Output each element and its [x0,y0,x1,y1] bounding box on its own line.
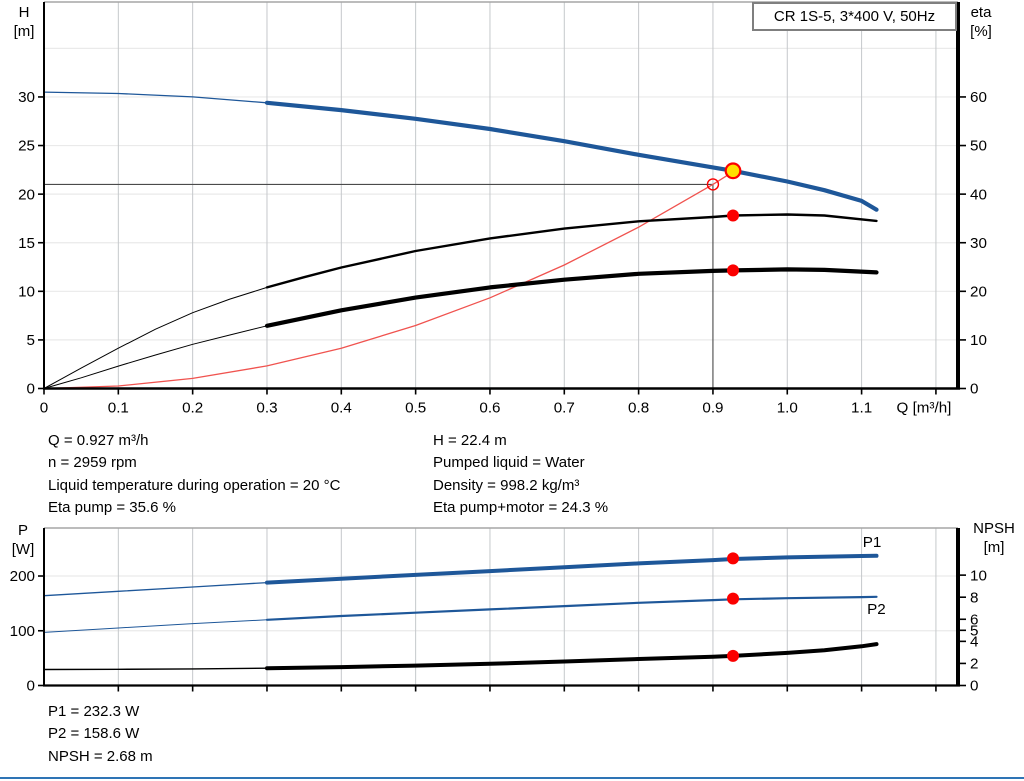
svg-text:0.7: 0.7 [554,400,575,417]
svg-text:0.4: 0.4 [331,400,352,417]
h-axis-header: H [m] [6,3,42,41]
eta-pump-motor-point [727,264,740,277]
p-axis-header: P [W] [4,521,42,559]
npsh-point [727,649,740,662]
rated-duty-point [706,178,720,191]
svg-text:6: 6 [970,611,978,628]
annotation-bottom-column: P1 = 232.3 W P2 = 158.6 W NPSH = 2.68 m [48,701,153,768]
eta-axis-title: eta [970,4,992,21]
p1-point [727,552,740,565]
annotation-eta-pump-motor: Eta pump+motor = 24.3 % [433,498,609,516]
svg-text:0.1: 0.1 [108,400,129,417]
annotation-head: H = 22.4 m [433,432,507,449]
npsh-curve [43,642,879,671]
h-axis-unit: [m] [13,23,35,40]
p2-curve [43,595,878,633]
svg-text:0.6: 0.6 [479,400,500,417]
svg-text:10: 10 [970,332,987,349]
svg-text:0.3: 0.3 [256,400,277,417]
p1-curve [43,553,879,597]
pump-title-box: CR 1S-5, 3*400 V, 50Hz [752,2,957,31]
operating-point [724,162,742,180]
svg-text:8: 8 [970,589,978,606]
npsh-axis-header: NPSH [m] [964,519,1024,557]
head-curve [43,91,879,212]
annotation-speed: n = 2959 rpm [48,454,137,472]
svg-text:100: 100 [10,623,35,640]
svg-text:0: 0 [970,381,978,398]
svg-text:0: 0 [27,381,35,398]
eta-axis-unit: [%] [970,23,992,40]
bottom-divider [0,777,1024,779]
annotation-right-column: H = 22.4 m Pumped liquid = Water Density… [433,430,608,519]
svg-text:50: 50 [970,138,987,155]
qh-grid [44,1,958,389]
svg-text:20: 20 [18,186,35,203]
svg-text:4: 4 [970,634,978,651]
annotation-density: Density = 998.2 kg/m³ [433,476,580,494]
annotation-eta-pump: Eta pump = 35.6 % [48,498,176,516]
svg-text:0.9: 0.9 [702,400,723,417]
power-markers [727,552,740,662]
annotation-pumped-liquid: Pumped liquid = Water [433,454,585,472]
npsh-axis-title: NPSH [973,520,1015,537]
eta-axis-header: eta [%] [961,3,1001,41]
svg-text:1.1: 1.1 [851,400,872,417]
h-axis-title: H [18,4,30,21]
p2-point [727,592,740,605]
svg-text:10: 10 [18,284,35,301]
svg-text:5: 5 [27,332,35,349]
power-chart: 0 100 200 0 2 456 8 10 P1 P2 [10,527,987,695]
svg-text:25: 25 [18,138,35,155]
svg-text:0.5: 0.5 [405,400,426,417]
svg-text:0.8: 0.8 [628,400,649,417]
eta-pump-motor-curve [43,267,879,389]
svg-text:0.2: 0.2 [182,400,203,417]
qh-crosshair [44,183,714,389]
svg-text:20: 20 [970,284,987,301]
power-grid [44,527,958,686]
svg-text:60: 60 [970,89,987,106]
annotation-p1: P1 = 232.3 W [48,703,140,720]
svg-text:15: 15 [18,235,35,252]
svg-text:5: 5 [970,623,978,640]
annotation-p2: P2 = 158.6 W [48,725,140,743]
svg-text:0: 0 [970,678,978,695]
p-axis-unit: [W] [11,541,35,558]
curve-label-p2: P2 [867,601,886,618]
qh-axes: 0 5 10 15 20 25 30 0 10 20 30 40 50 60 0 0.1 0.2 0.3 0.4 0.… [18,2,987,417]
eta-pump-point [727,209,740,222]
svg-text:30: 30 [18,89,35,106]
annotation-npsh: NPSH = 2.68 m [48,747,153,765]
svg-text:0: 0 [40,400,48,417]
annotation-q: Q = 0.927 m³/h [48,432,149,449]
eta-pump-curve [43,213,878,389]
svg-text:200: 200 [10,568,35,585]
qh-markers [706,162,742,277]
svg-text:2: 2 [970,656,978,673]
annotation-liquid-temp: Liquid temperature during operation = 20… [48,476,341,494]
npsh-axis-unit: [m] [983,539,1005,556]
system-curve [43,171,734,390]
qh-chart: 0 5 10 15 20 25 30 0 10 20 30 40 50 60 0 0.1 0.2 0.3 0.4 0.… [18,1,987,417]
curve-label-p1: P1 [863,534,882,551]
power-axes: 0 100 200 0 2 456 8 10 [10,528,987,695]
svg-text:0: 0 [27,678,35,695]
qh-x-axis-label: Q [m³/h] [897,400,952,417]
svg-text:30: 30 [970,235,987,252]
p-axis-title: P [17,522,28,539]
svg-text:1.0: 1.0 [777,400,798,417]
annotation-left-column: Q = 0.927 m³/h n = 2959 rpm Liquid tempe… [48,430,340,519]
svg-text:10: 10 [970,567,987,584]
svg-text:40: 40 [970,186,987,203]
